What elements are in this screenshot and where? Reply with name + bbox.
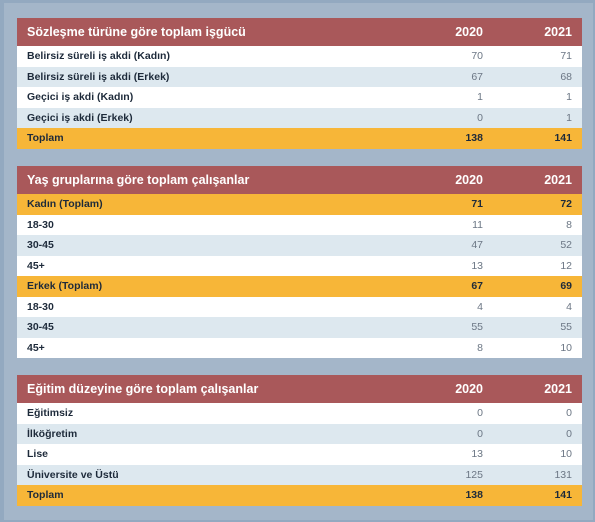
value-2020: 70 [404, 46, 493, 67]
column-header-2021: 2021 [493, 18, 582, 46]
row-label: Kadın (Toplam) [17, 194, 404, 215]
value-2021: 10 [493, 444, 582, 465]
table-title: Yaş gruplarına göre toplam çalışanlar [17, 166, 404, 194]
value-2021: 10 [493, 337, 582, 358]
value-2021: 4 [493, 296, 582, 317]
value-2020: 0 [404, 107, 493, 128]
table-row: 45+ 13 12 [17, 255, 582, 276]
row-label: Geçici iş akdi (Erkek) [17, 107, 404, 128]
column-header-2020: 2020 [404, 18, 493, 46]
column-header-2021: 2021 [493, 375, 582, 403]
value-2020: 125 [404, 464, 493, 485]
table-row: İlköğretim 0 0 [17, 423, 582, 444]
row-label: Erkek (Toplam) [17, 276, 404, 297]
row-label: 45+ [17, 255, 404, 276]
table-row: Geçici iş akdi (Kadın) 1 1 [17, 87, 582, 108]
value-2020: 13 [404, 255, 493, 276]
value-2020: 67 [404, 276, 493, 297]
row-label: 18-30 [17, 296, 404, 317]
total-row: Toplam 138 141 [17, 128, 582, 149]
row-label: 30-45 [17, 317, 404, 338]
table-row: Eğitimsiz 0 0 [17, 403, 582, 424]
value-2021: 1 [493, 107, 582, 128]
value-2020: 67 [404, 66, 493, 87]
row-label: Toplam [17, 485, 404, 506]
value-2020: 0 [404, 423, 493, 444]
value-2021: 1 [493, 87, 582, 108]
table-row: 30-45 55 55 [17, 317, 582, 338]
value-2021: 55 [493, 317, 582, 338]
row-label: Belirsiz süreli iş akdi (Erkek) [17, 66, 404, 87]
value-2021: 68 [493, 66, 582, 87]
table-row: Belirsiz süreli iş akdi (Kadın) 70 71 [17, 46, 582, 67]
value-2021: 131 [493, 464, 582, 485]
value-2021: 0 [493, 423, 582, 444]
table-row: Geçici iş akdi (Erkek) 0 1 [17, 107, 582, 128]
subtotal-row: Kadın (Toplam) 71 72 [17, 194, 582, 215]
value-2020: 138 [404, 485, 493, 506]
column-header-2021: 2021 [493, 166, 582, 194]
value-2020: 8 [404, 337, 493, 358]
contract-type-table: Sözleşme türüne göre toplam işgücü 2020 … [17, 18, 582, 149]
table-title: Eğitim düzeyine göre toplam çalışanlar [17, 375, 404, 403]
row-label: İlköğretim [17, 423, 404, 444]
row-label: Üniversite ve Üstü [17, 464, 404, 485]
row-label: 45+ [17, 337, 404, 358]
value-2021: 52 [493, 235, 582, 256]
value-2020: 55 [404, 317, 493, 338]
table-row: 45+ 8 10 [17, 337, 582, 358]
value-2020: 71 [404, 194, 493, 215]
row-label: Belirsiz süreli iş akdi (Kadın) [17, 46, 404, 67]
value-2020: 47 [404, 235, 493, 256]
value-2021: 69 [493, 276, 582, 297]
value-2021: 0 [493, 403, 582, 424]
value-2021: 12 [493, 255, 582, 276]
value-2020: 138 [404, 128, 493, 149]
row-label: Geçici iş akdi (Kadın) [17, 87, 404, 108]
row-label: Lise [17, 444, 404, 465]
table-header: Yaş gruplarına göre toplam çalışanlar 20… [17, 166, 582, 194]
table-row: 18-30 11 8 [17, 214, 582, 235]
value-2020: 4 [404, 296, 493, 317]
column-header-2020: 2020 [404, 375, 493, 403]
column-header-2020: 2020 [404, 166, 493, 194]
report-page: Sözleşme türüne göre toplam işgücü 2020 … [4, 3, 593, 520]
table-title: Sözleşme türüne göre toplam işgücü [17, 18, 404, 46]
value-2020: 1 [404, 87, 493, 108]
value-2020: 0 [404, 403, 493, 424]
table-row: 30-45 47 52 [17, 235, 582, 256]
age-group-table: Yaş gruplarına göre toplam çalışanlar 20… [17, 166, 582, 358]
value-2021: 71 [493, 46, 582, 67]
subtotal-row: Erkek (Toplam) 67 69 [17, 276, 582, 297]
row-label: Toplam [17, 128, 404, 149]
table-row: Lise 13 10 [17, 444, 582, 465]
value-2020: 13 [404, 444, 493, 465]
education-level-table: Eğitim düzeyine göre toplam çalışanlar 2… [17, 375, 582, 506]
table-header: Sözleşme türüne göre toplam işgücü 2020 … [17, 18, 582, 46]
row-label: 18-30 [17, 214, 404, 235]
table-row: Belirsiz süreli iş akdi (Erkek) 67 68 [17, 66, 582, 87]
value-2021: 72 [493, 194, 582, 215]
value-2020: 11 [404, 214, 493, 235]
row-label: Eğitimsiz [17, 403, 404, 424]
row-label: 30-45 [17, 235, 404, 256]
value-2021: 141 [493, 485, 582, 506]
table-header: Eğitim düzeyine göre toplam çalışanlar 2… [17, 375, 582, 403]
table-row: Üniversite ve Üstü 125 131 [17, 464, 582, 485]
table-row: 18-30 4 4 [17, 296, 582, 317]
value-2021: 8 [493, 214, 582, 235]
value-2021: 141 [493, 128, 582, 149]
total-row: Toplam 138 141 [17, 485, 582, 506]
